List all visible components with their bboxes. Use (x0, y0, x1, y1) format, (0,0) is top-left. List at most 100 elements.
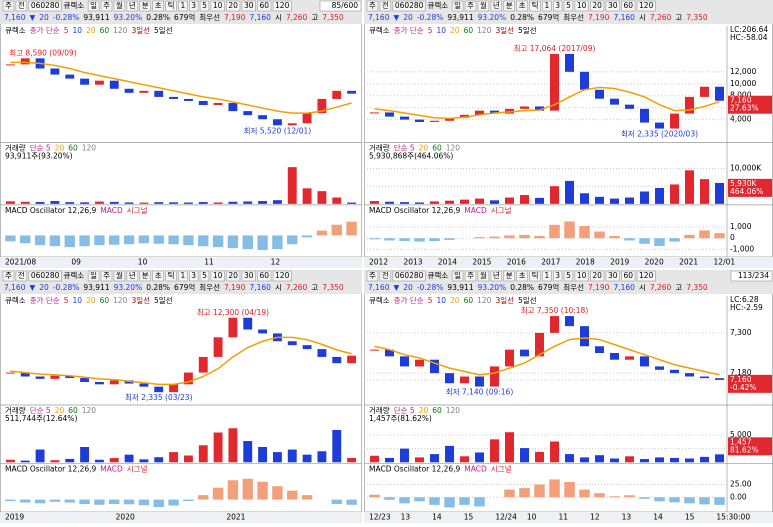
toolbar-button[interactable] (188, 0, 199, 12)
toolbar-button[interactable] (464, 270, 477, 282)
toolbar-button[interactable] (529, 270, 541, 282)
toolbar-button[interactable] (366, 270, 379, 282)
macd-bar (346, 499, 357, 505)
macd-bar (489, 236, 500, 239)
toolbar-button[interactable] (139, 270, 151, 282)
macd-bar (242, 235, 253, 250)
toolbar-button[interactable] (2, 270, 15, 282)
toolbar-button[interactable] (574, 0, 589, 12)
toolbar-button[interactable] (590, 0, 605, 12)
toolbar-button[interactable] (392, 0, 426, 12)
toolbar-button[interactable] (165, 0, 177, 12)
toolbar-button[interactable] (542, 270, 552, 282)
toolbar-button[interactable] (621, 0, 636, 12)
toolbar-button[interactable] (210, 0, 225, 12)
toolbar-button-label: 60 (259, 271, 269, 280)
candle (347, 355, 357, 364)
toolbar-button[interactable] (636, 0, 656, 12)
toolbar-button[interactable] (503, 270, 515, 282)
toolbar-button[interactable] (451, 270, 464, 282)
macd-bar (414, 497, 425, 502)
toolbar-button[interactable] (87, 0, 100, 12)
toolbar-button[interactable] (178, 0, 188, 12)
toolbar-button[interactable] (464, 0, 477, 12)
toolbar-button[interactable] (605, 270, 620, 282)
toolbar-button[interactable] (226, 270, 241, 282)
toolbar-button[interactable] (392, 270, 426, 282)
toolbar-button[interactable] (636, 270, 656, 282)
toolbar-button[interactable] (152, 0, 164, 12)
toolbar-button[interactable] (257, 0, 272, 12)
toolbar-button[interactable] (552, 270, 563, 282)
toolbar-button[interactable] (113, 0, 126, 12)
toolbar-button[interactable] (366, 0, 379, 12)
side-label: LC:6.28 (730, 295, 759, 304)
macd-bar (64, 499, 75, 503)
toolbar-button[interactable] (178, 270, 188, 282)
toolbar-button[interactable] (126, 0, 139, 12)
toolbar-button[interactable] (529, 0, 541, 12)
macd-bar (594, 231, 605, 239)
toolbar-button[interactable] (563, 270, 574, 282)
toolbar-button[interactable] (503, 0, 515, 12)
toolbar-button[interactable] (516, 270, 528, 282)
toolbar-button[interactable] (199, 0, 210, 12)
toolbar-button[interactable] (379, 0, 392, 12)
toolbar-button[interactable] (552, 0, 563, 12)
toolbar-text: 60 (68, 144, 78, 153)
toolbar-button[interactable] (15, 270, 28, 282)
volume-bar (580, 193, 589, 204)
toolbar-button[interactable] (165, 270, 177, 282)
toolbar-button-label: 060280 (31, 1, 60, 10)
toolbar-button[interactable] (188, 270, 199, 282)
toolbar-button[interactable] (15, 0, 28, 12)
toolbar-button[interactable] (477, 0, 490, 12)
toolbar-button[interactable] (126, 270, 139, 282)
toolbar-text: 93,911 (447, 13, 473, 22)
toolbar-button[interactable] (516, 0, 528, 12)
macd-bar (287, 490, 298, 500)
candle (228, 317, 238, 338)
toolbar-button[interactable] (226, 0, 241, 12)
toolbar-button-label: 1 (545, 271, 550, 280)
toolbar-button[interactable] (210, 270, 225, 282)
candle (272, 119, 282, 126)
macd-bar (257, 235, 268, 251)
toolbar-button[interactable] (451, 0, 464, 12)
toolbar-text: 93,911 (83, 283, 109, 292)
toolbar-button[interactable] (139, 0, 151, 12)
toolbar-button[interactable] (113, 270, 126, 282)
toolbar-button[interactable] (87, 270, 100, 282)
toolbar-button[interactable] (241, 0, 256, 12)
candle (520, 106, 529, 109)
toolbar-button[interactable] (152, 270, 164, 282)
toolbar-button[interactable] (28, 270, 62, 282)
toolbar-button[interactable] (272, 270, 292, 282)
toolbar-button[interactable] (2, 0, 15, 12)
candle (550, 53, 559, 111)
toolbar-text: 60 (68, 406, 78, 415)
toolbar-button-label: 년 (129, 270, 136, 280)
toolbar-button[interactable] (100, 0, 113, 12)
toolbar-button[interactable] (605, 0, 620, 12)
toolbar-button[interactable] (28, 0, 62, 12)
candle (490, 110, 499, 114)
toolbar-button[interactable] (272, 0, 292, 12)
toolbar-button[interactable] (490, 0, 503, 12)
toolbar-button[interactable] (199, 270, 210, 282)
toolbar-button[interactable] (100, 270, 113, 282)
toolbar-button[interactable] (241, 270, 256, 282)
toolbar-button-label: 주 (103, 1, 110, 10)
toolbar-button[interactable] (621, 270, 636, 282)
toolbar-button[interactable] (542, 0, 552, 12)
toolbar-button[interactable] (590, 270, 605, 282)
toolbar-button[interactable] (563, 0, 574, 12)
value-box (728, 178, 772, 197)
toolbar-button[interactable] (574, 270, 589, 282)
candle (460, 376, 469, 384)
toolbar-button[interactable] (257, 270, 272, 282)
toolbar-button[interactable] (477, 270, 490, 282)
toolbar-button[interactable] (490, 270, 503, 282)
macd-bar (549, 224, 560, 239)
toolbar-button[interactable] (379, 270, 392, 282)
